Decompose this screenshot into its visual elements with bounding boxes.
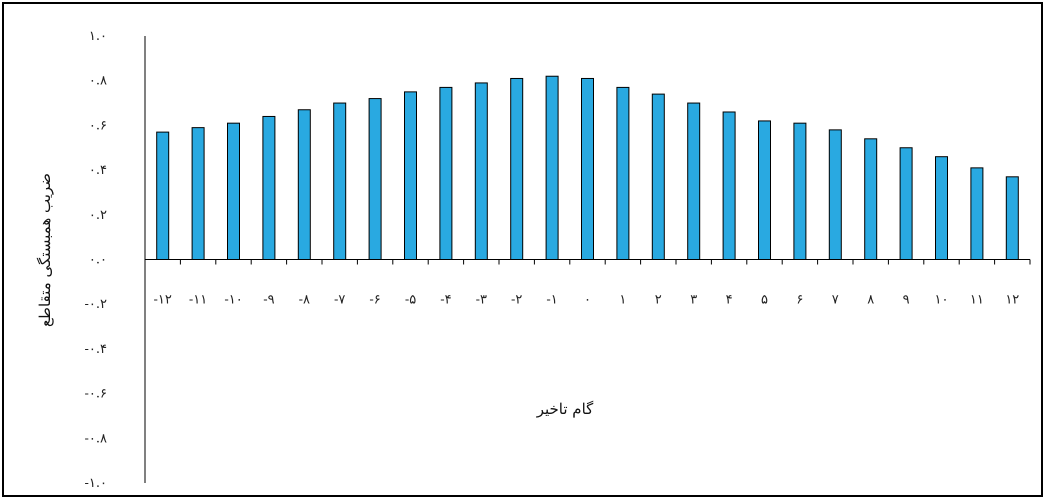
x-axis: [144, 259, 1031, 265]
x-tick-label: ۱۱: [970, 293, 984, 308]
bar-lag-19: [828, 129, 842, 260]
x-tick-label: ۴: [726, 293, 733, 308]
x-tick-label: ۰: [584, 293, 591, 308]
bar-lag-15: [687, 102, 701, 260]
x-tick-label: ۸: [867, 293, 874, 308]
x-tick-labels: -۱۲ -۱۱ -۱۰ -۹ -۸ -۷ -۶ -۵ -۴ -۳ -۲ -۱ ۰ ۱ ۲ ۳ ۴ ۵ ۶ ۷ ۸ ۹ ۱۰ ۱…: [154, 293, 1020, 308]
bar-lag-16: [722, 111, 736, 260]
bar-lag-10: [510, 77, 524, 260]
x-tick-label: -۱۱: [189, 293, 207, 308]
bar-lag-8: [439, 86, 453, 260]
y-tick-label: ۰.۰: [89, 253, 107, 268]
x-tick-label: ۲: [655, 293, 662, 308]
x-tick-label: -۷: [334, 293, 345, 308]
y-tick-label: ۰.۴: [89, 163, 107, 178]
bar-lag-1: [191, 127, 205, 261]
bar-lag-11: [545, 75, 559, 261]
bar-lag-18: [793, 122, 807, 261]
bar-lag-5: [333, 102, 347, 260]
bar-lag-2: [227, 122, 240, 261]
bars: [156, 75, 1019, 261]
y-tick-label: ۰.۲: [89, 208, 107, 223]
x-tick-label: -۱۲: [154, 293, 172, 308]
y-tick-label: ۰.۸: [89, 74, 107, 89]
x-tick-label: ۳: [690, 293, 697, 308]
x-tick-label: -۱: [546, 293, 557, 308]
bar-lag-21: [899, 147, 913, 260]
x-tick-label: ۹: [903, 293, 910, 308]
bar-lag-23: [970, 167, 984, 261]
y-tick-label: -۰.۸: [85, 431, 108, 446]
y-tick-label: -۱.۰: [85, 476, 108, 491]
bar-lag-6: [368, 98, 382, 260]
x-tick-label: -۹: [263, 293, 274, 308]
bar-lag-17: [758, 120, 771, 261]
x-tick-label: ۱۲: [1005, 293, 1019, 308]
bar-lag-0: [156, 131, 170, 260]
bar-lag-9: [474, 82, 488, 260]
x-tick-label: ۱۰: [935, 293, 949, 308]
bar-lag-14: [651, 93, 665, 260]
x-tick-label: -۲: [511, 293, 522, 308]
bar-lag-24: [1005, 176, 1019, 260]
x-tick-label: ۷: [832, 293, 839, 308]
x-tick-label: ۶: [796, 293, 803, 308]
bar-lag-3: [262, 115, 276, 260]
bar-lag-7: [404, 91, 417, 260]
x-tick-label: ۵: [761, 293, 768, 308]
y-tick-label: -۰.۴: [85, 342, 108, 357]
x-tick-label: -۶: [369, 293, 380, 308]
x-tick-label: -۱۰: [224, 293, 242, 308]
x-tick-label: -۴: [440, 293, 451, 308]
x-tick-label: -۸: [299, 293, 310, 308]
y-tick-label: ۱.۰: [89, 29, 107, 44]
x-tick-label: -۳: [476, 293, 487, 308]
x-axis-title: گام تاخیر: [536, 400, 594, 418]
y-tick-label: -۰.۲: [85, 297, 108, 312]
bar-lag-22: [935, 156, 948, 260]
bar-lag-20: [864, 138, 878, 260]
x-tick-label: ۱: [619, 293, 626, 308]
y-tick-label: ۰.۶: [89, 118, 107, 133]
y-axis-title: ضریب همبستگی متقاطع: [36, 173, 54, 327]
y-tick-label: -۰.۶: [85, 387, 108, 402]
bar-lag-13: [616, 86, 630, 260]
x-tick-label: -۵: [405, 293, 416, 308]
bar-lag-12: [581, 77, 594, 260]
y-tick-labels: ۱.۰ ۰.۸ ۰.۶ ۰.۴ ۰.۲ ۰.۰ -۰.۲ -۰.۴ -۰.۶ -۰.۸ -۱.۰: [85, 29, 108, 491]
bar-lag-4: [297, 109, 311, 260]
